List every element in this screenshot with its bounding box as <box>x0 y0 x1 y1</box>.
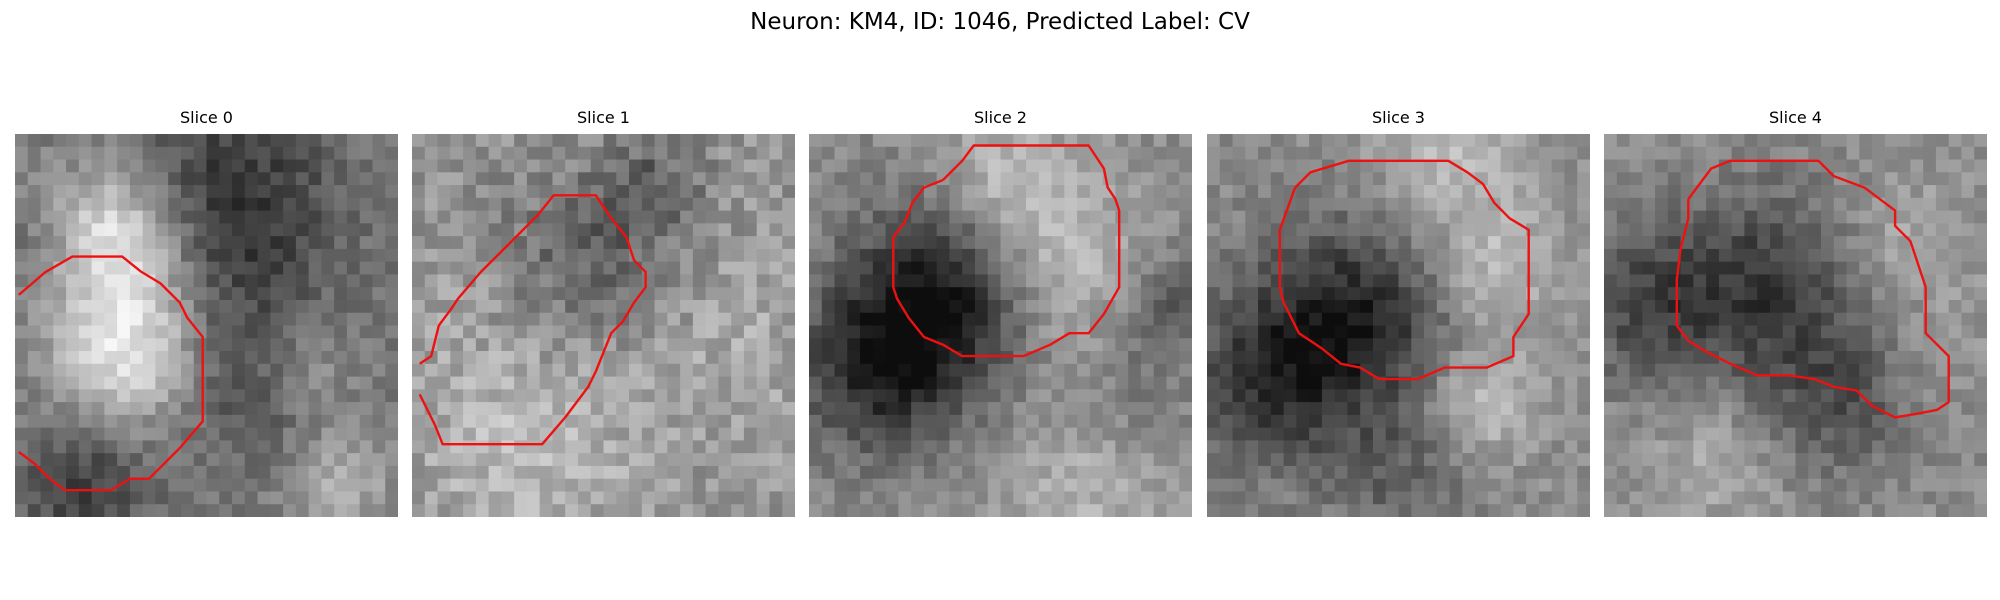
slice-image-2 <box>809 134 1192 517</box>
cell-contour-outline <box>1278 159 1530 381</box>
slice-image-1 <box>412 134 795 517</box>
cell-contour-outline <box>1675 159 1950 419</box>
cell-contour-outline <box>418 194 647 446</box>
slice-image-3 <box>1207 134 1590 517</box>
figure-title: Neuron: KM4, ID: 1046, Predicted Label: … <box>750 9 1250 35</box>
slice-title-3: Slice 3 <box>1372 108 1425 127</box>
slice-title-2: Slice 2 <box>974 108 1027 127</box>
slice-title-0: Slice 0 <box>180 108 233 127</box>
slice-title-1: Slice 1 <box>577 108 630 127</box>
slice-image-0 <box>15 134 398 517</box>
cell-contour-outline <box>18 255 204 492</box>
slice-title-4: Slice 4 <box>1769 108 1822 127</box>
slice-image-4 <box>1604 134 1987 517</box>
cell-contour-outline <box>892 144 1121 358</box>
